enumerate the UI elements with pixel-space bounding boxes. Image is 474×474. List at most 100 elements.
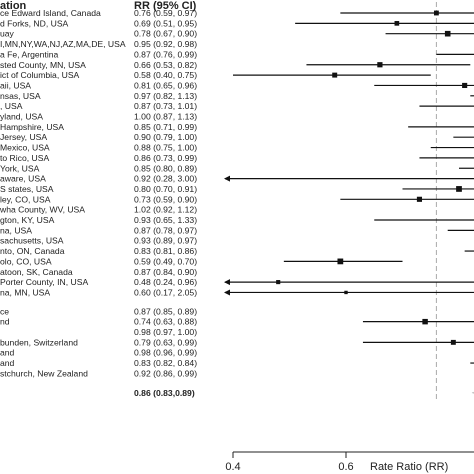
study-row: ce 0.87 (0.85, 0.89) — [0, 306, 197, 316]
study-rr-text: 0.80 (0.70, 0.91) — [134, 184, 197, 194]
study-row: d Forks, ND, USA 0.69 (0.51, 0.95) — [0, 18, 474, 28]
study-location: , USA — [0, 101, 23, 111]
study-row: ley, CO, USA 0.73 (0.59, 0.90) — [0, 194, 474, 204]
study-rr-text: 0.85 (0.71, 0.99) — [134, 122, 197, 132]
ci-arrow-left — [224, 279, 230, 286]
study-row: Jersey, USA 0.90 (0.79, 1.00) — [0, 132, 474, 142]
study-location: na, USA — [0, 225, 32, 235]
study-rr-text: 0.66 (0.53, 0.82) — [134, 60, 197, 70]
study-location: Hampshire, USA — [0, 122, 64, 132]
point-estimate — [416, 196, 423, 202]
study-rr-text: 0.95 (0.92, 0.98) — [134, 39, 197, 49]
study-location: York, USA — [0, 163, 40, 173]
study-row: and 0.98 (0.96, 0.99) — [0, 348, 197, 358]
study-row: I,MN,NY,WA,NJ,AZ,MA,DE, USA 0.95 (0.92, 0… — [0, 39, 197, 49]
study-location: nd — [0, 317, 10, 327]
study-row: stchurch, New Zealand 0.92 (0.86, 0.99) — [0, 368, 197, 378]
study-row: na, MN, USA 0.60 (0.17, 2.05) — [0, 287, 474, 297]
study-location: and — [0, 348, 15, 358]
study-rr-text: 0.86 (0.73, 0.99) — [134, 153, 197, 163]
study-row: aii, USA 0.81 (0.65, 0.96) — [0, 80, 474, 90]
study-rr-text: 0.81 (0.65, 0.96) — [134, 80, 197, 90]
study-location: d Forks, ND, USA — [0, 18, 69, 28]
study-location: stchurch, New Zealand — [0, 368, 88, 378]
ci-arrow-left — [224, 175, 230, 182]
study-rr-text: 0.74 (0.63, 0.88) — [134, 317, 197, 327]
study-rr-text: 0.92 (0.86, 0.99) — [134, 368, 197, 378]
study-location: aii, USA — [0, 80, 31, 90]
study-row: nto, ON, Canada 0.83 (0.81, 0.86) — [0, 246, 474, 256]
study-location: nsas, USA — [0, 91, 41, 101]
study-row: Mexico, USA 0.88 (0.75, 1.00) — [0, 143, 474, 153]
point-estimate — [422, 318, 428, 325]
study-rr-text: 0.83 (0.81, 0.86) — [134, 246, 197, 256]
study-location: a Fe, Argentina — [0, 49, 59, 59]
point-estimate — [450, 339, 456, 345]
study-rr-text: 0.92 (0.28, 3.00) — [134, 174, 197, 184]
study-location: atoon, SK, Canada — [0, 267, 73, 277]
study-row: S states, USA 0.80 (0.70, 0.91) — [0, 184, 474, 194]
study-row: sachusetts, USA 0.93 (0.89, 0.97) — [0, 236, 197, 246]
study-rr-text: 0.87 (0.78, 0.97) — [134, 225, 197, 235]
study-location: and — [0, 358, 15, 368]
study-row: ce Edward Island, Canada 0.76 (0.59, 0.97… — [0, 8, 474, 18]
study-rr-text: 0.83 (0.82, 0.84) — [134, 358, 197, 368]
study-rr-text: 0.97 (0.82, 1.13) — [134, 91, 197, 101]
study-row: sted County, MN, USA 0.66 (0.53, 0.82) — [0, 60, 471, 70]
study-location: to Rico, USA — [0, 153, 49, 163]
study-rr-text: 0.59 (0.49, 0.70) — [134, 256, 197, 266]
study-rr-text: 0.48 (0.24, 0.96) — [134, 277, 197, 287]
study-row: aware, USA 0.92 (0.28, 3.00) — [0, 174, 474, 184]
study-row: olo, CO, USA 0.59 (0.49, 0.70) — [0, 256, 403, 266]
study-row: na, USA 0.87 (0.78, 0.97) — [0, 225, 474, 235]
study-location: uay — [0, 29, 15, 39]
study-location: ict of Columbia, USA — [0, 70, 80, 80]
study-row: 0.98 (0.97, 1.00) — [134, 327, 197, 337]
study-location: ce Edward Island, Canada — [0, 8, 101, 18]
study-rr-text: 0.87 (0.76, 0.99) — [134, 49, 197, 59]
study-row: yland, USA 1.00 (0.87, 1.13) — [0, 112, 197, 122]
point-estimate — [394, 21, 400, 26]
rr-column-header: RR (95% CI) — [134, 0, 197, 12]
x-tick-label: 0.6 — [338, 461, 353, 473]
overall-diamond — [471, 391, 474, 394]
point-estimate — [456, 186, 462, 192]
study-row: a Fe, Argentina 0.87 (0.76, 0.99) — [0, 49, 474, 59]
study-rr-text: 0.73 (0.59, 0.90) — [134, 194, 197, 204]
study-row: Porter County, IN, USA 0.48 (0.24, 0.96) — [0, 277, 474, 287]
location-column-header: ation — [0, 0, 27, 12]
study-location: Mexico, USA — [0, 143, 50, 153]
x-tick-label: 0.4 — [225, 461, 240, 473]
x-axis-ticks: 0.4 0.6 — [225, 452, 354, 473]
study-rr-text: 0.93 (0.65, 1.33) — [134, 215, 197, 225]
point-estimate — [276, 280, 281, 285]
study-rr-text: 0.60 (0.17, 2.05) — [134, 287, 197, 297]
study-rr-text: 0.90 (0.79, 1.00) — [134, 132, 197, 142]
study-location: ce — [0, 306, 9, 316]
study-location: sted County, MN, USA — [0, 60, 86, 70]
study-row: and 0.83 (0.82, 0.84) — [0, 358, 474, 368]
study-row: Hampshire, USA 0.85 (0.71, 0.99) — [0, 122, 474, 132]
study-rr-text: 0.93 (0.89, 0.97) — [134, 236, 197, 246]
study-location: Porter County, IN, USA — [0, 277, 88, 287]
study-rr-text: 1.02 (0.92, 1.12) — [134, 205, 197, 215]
study-row: to Rico, USA 0.86 (0.73, 0.99) — [0, 153, 474, 163]
study-rr-text: 0.69 (0.51, 0.95) — [134, 18, 197, 28]
study-rr-text: 0.88 (0.75, 1.00) — [134, 143, 197, 153]
study-row: York, USA 0.85 (0.80, 0.89) — [0, 163, 474, 173]
study-row: , USA 0.87 (0.73, 1.01) — [0, 101, 474, 111]
study-location: olo, CO, USA — [0, 256, 52, 266]
study-row: uay 0.78 (0.67, 0.90) — [0, 29, 474, 39]
ci-arrow-left — [224, 289, 230, 296]
study-rr-text: 0.85 (0.80, 0.89) — [134, 163, 197, 173]
study-location: nto, ON, Canada — [0, 246, 65, 256]
study-location: sachusetts, USA — [0, 236, 64, 246]
study-location: yland, USA — [0, 112, 43, 122]
x-axis-label: Rate Ratio (RR) — [370, 461, 448, 473]
study-location: wha County, WV, USA — [0, 205, 85, 215]
study-row: gton, KY, USA 0.93 (0.65, 1.33) — [0, 215, 474, 225]
study-rr-text: 0.76 (0.59, 0.97) — [134, 8, 197, 18]
study-location: aware, USA — [0, 174, 46, 184]
study-location: Jersey, USA — [0, 132, 47, 142]
